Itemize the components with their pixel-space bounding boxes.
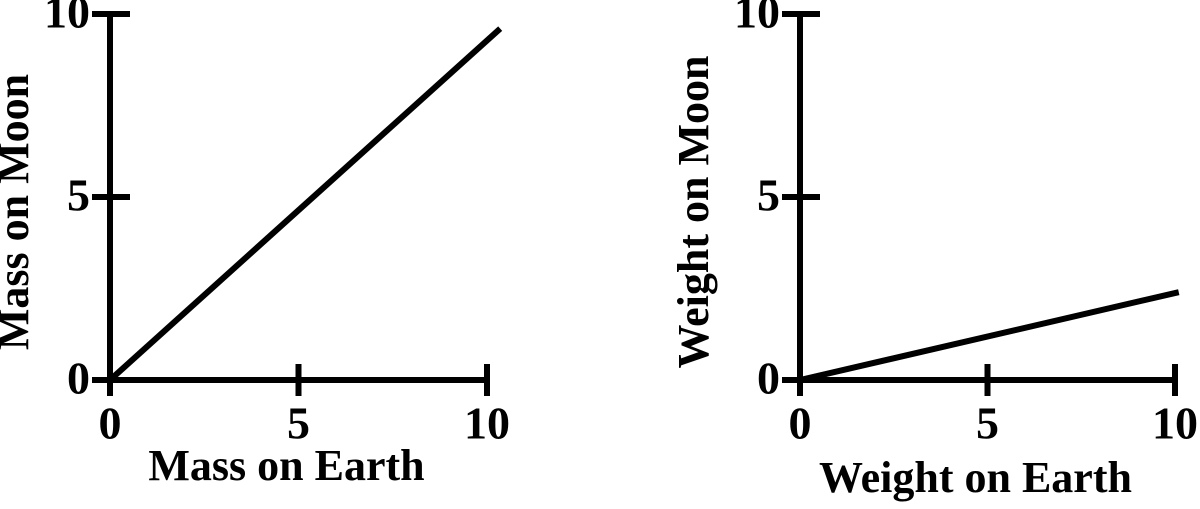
x-axis-title: Mass on Earth bbox=[148, 441, 424, 490]
y-tick-label: 10 bbox=[734, 0, 780, 38]
y-tick-label: 0 bbox=[67, 353, 90, 404]
y-tick-label: 5 bbox=[757, 170, 780, 221]
x-tick-label: 0 bbox=[99, 398, 122, 449]
y-axis-title: Mass on Moon bbox=[0, 74, 38, 350]
y-tick-label: 5 bbox=[67, 170, 90, 221]
x-tick-label: 10 bbox=[1152, 398, 1198, 449]
y-tick-label: 10 bbox=[44, 0, 90, 38]
y-tick-label: 0 bbox=[757, 353, 780, 404]
data-line bbox=[799, 289, 1180, 383]
y-axis-title: Weight on Moon bbox=[669, 56, 718, 369]
data-line bbox=[107, 26, 503, 383]
x-tick-label: 5 bbox=[287, 398, 310, 449]
x-tick-label: 10 bbox=[464, 398, 510, 449]
x-tick-label: 0 bbox=[789, 398, 812, 449]
x-axis-title: Weight on Earth bbox=[819, 453, 1132, 502]
x-tick-label: 5 bbox=[976, 398, 999, 449]
